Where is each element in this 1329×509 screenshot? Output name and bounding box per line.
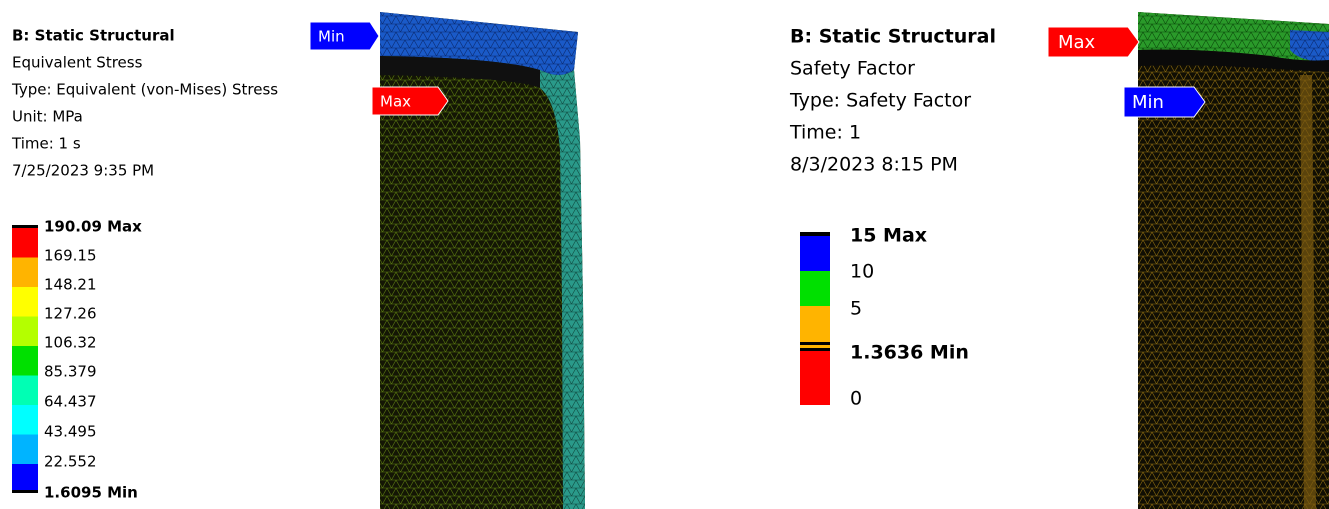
stress-legend: 190.09 Max 169.15 148.21 127.26 106.32 8…	[12, 218, 142, 502]
tag-label: Max	[1058, 32, 1096, 53]
header-line: Equivalent Stress	[12, 54, 143, 72]
legend-label: 5	[850, 298, 862, 320]
header-line: Safety Factor	[790, 58, 915, 80]
max-tag: Max	[1048, 27, 1139, 57]
legend-label: 106.32	[44, 334, 97, 352]
header-line: Time: 1 s	[11, 135, 81, 153]
legend-label: 10	[850, 261, 874, 283]
safety-header: B: Static Structural Safety Factor Type:…	[789, 26, 996, 176]
header-line: Type: Safety Factor	[789, 90, 971, 112]
legend-label: 64.437	[44, 393, 97, 411]
legend-label: 127.26	[44, 305, 97, 323]
header-line: Type: Equivalent (von-Mises) Stress	[11, 81, 278, 99]
legend-label: 148.21	[44, 276, 97, 294]
legend-label: 85.379	[44, 363, 97, 381]
legend-label: 1.3636 Min	[850, 342, 969, 364]
safety-legend: 15 Max 10 5 1.3636 Min 0	[800, 225, 969, 410]
header-line: 7/25/2023 9:35 PM	[12, 162, 154, 180]
tag-label: Max	[380, 93, 411, 111]
legend-label: 1.6095 Min	[44, 484, 138, 502]
header-title: B: Static Structural	[12, 27, 175, 45]
header-line: 8/3/2023 8:15 PM	[790, 154, 958, 176]
screenshot: B: Static Structural Equivalent Stress T…	[0, 0, 1329, 509]
min-tag: Min	[310, 22, 379, 50]
legend-label: 43.495	[44, 423, 97, 441]
stress-header: B: Static Structural Equivalent Stress T…	[11, 27, 278, 180]
min-tag: Min	[1124, 87, 1205, 117]
tag-label: Min	[1132, 92, 1164, 113]
header-title: B: Static Structural	[790, 26, 996, 48]
header-line: Time: 1	[789, 122, 861, 144]
header-line: Unit: MPa	[12, 108, 83, 126]
legend-label: 22.552	[44, 453, 97, 471]
legend-label: 190.09 Max	[44, 218, 142, 236]
legend-label: 169.15	[44, 247, 97, 265]
max-tag: Max	[372, 87, 448, 115]
tag-label: Min	[318, 28, 345, 46]
legend-label: 15 Max	[850, 225, 927, 247]
legend-label: 0	[850, 388, 862, 410]
